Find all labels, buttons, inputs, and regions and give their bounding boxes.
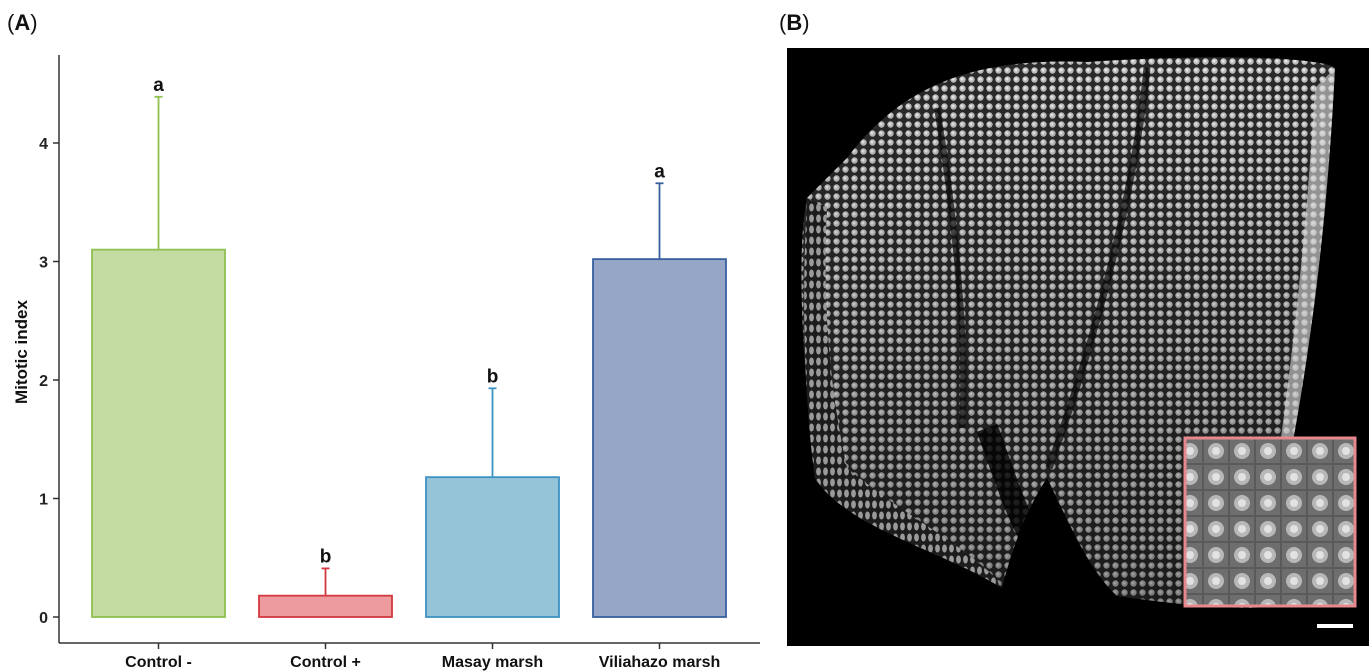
- x-category-label: Masay marsh: [442, 654, 543, 671]
- significance-letter: a: [153, 75, 164, 96]
- scale-bar: [1317, 624, 1353, 628]
- bar: [425, 476, 560, 618]
- x-category-label: Viliahazo marsh: [599, 654, 721, 671]
- y-tick-label: 4: [39, 136, 48, 153]
- bar: [258, 594, 393, 618]
- chart-bars: [91, 95, 727, 618]
- bar: [592, 258, 727, 618]
- panel-a-label: (A): [7, 10, 38, 35]
- chart-labels: a Control - b Control + b Masay marsh a Viliaha…: [125, 75, 720, 671]
- y-tick-label: 0: [39, 610, 48, 627]
- bar: [91, 248, 226, 618]
- micrograph-inset: [1183, 436, 1357, 608]
- chart-axes: 0 1 2 3 4: [39, 55, 760, 649]
- mitotic-index-bar-chart: 0 1 2 3 4 a Control - b Control + b Masay marsh a V…: [12, 55, 760, 671]
- significance-letter: b: [320, 546, 332, 567]
- x-category-label: Control +: [290, 654, 361, 671]
- root-tip-micrograph: [787, 48, 1369, 646]
- y-tick-label: 1: [39, 492, 48, 509]
- micrograph-image: [801, 57, 1357, 628]
- panel-b-label: (B): [779, 10, 810, 35]
- x-category-label: Control -: [125, 654, 192, 671]
- y-tick-label: 3: [39, 255, 48, 272]
- y-axis-title: Mitotic index: [12, 300, 31, 404]
- y-tick-label: 2: [39, 373, 48, 390]
- significance-letter: a: [654, 161, 665, 182]
- significance-letter: b: [487, 366, 499, 387]
